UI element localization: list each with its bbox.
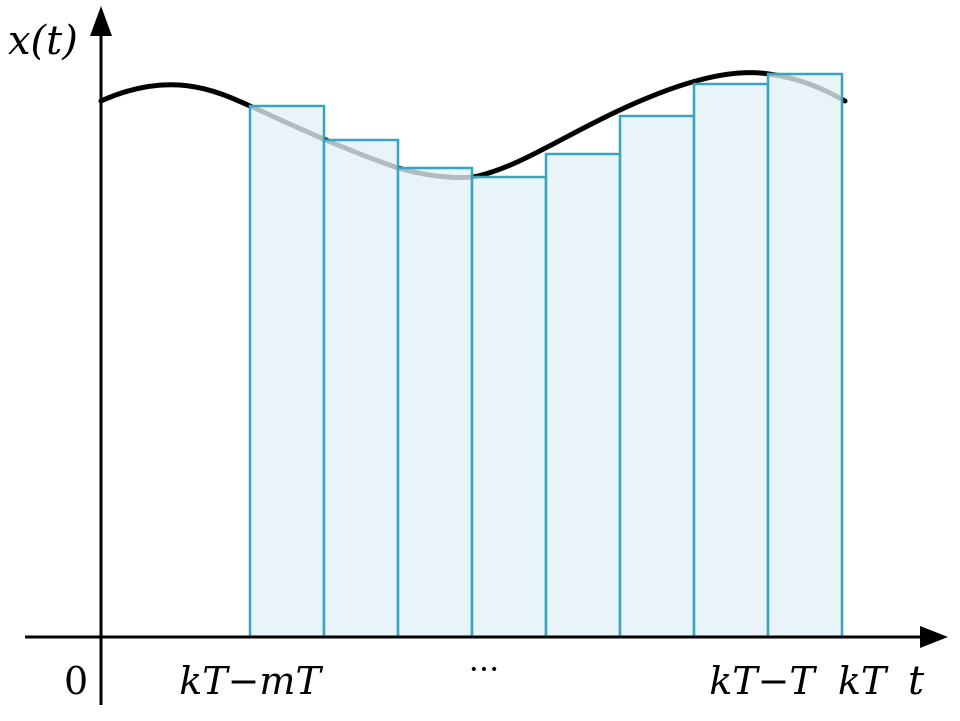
y-axis-label: x(t) [8,18,78,64]
axes [25,6,948,705]
sample-bar [692,82,770,639]
sample-bar [544,152,622,639]
tick-label-second-last: kT−T [709,659,817,703]
sample-bar [248,104,326,639]
sample-bar [766,72,844,639]
sample-bar [396,166,474,639]
sample-bar [322,138,400,639]
origin-label: 0 [64,659,88,703]
tick-label-ellipsis: ··· [469,650,500,688]
x-axis-label: t [908,658,925,704]
sample-bars [248,72,844,639]
tick-label-start: kT−mT [179,659,323,703]
y-axis-arrow-icon [90,6,112,36]
x-axis-arrow-icon [920,626,948,648]
tick-label-last: kT [838,659,889,703]
sample-bar [618,114,696,639]
sample-bar [470,175,548,639]
